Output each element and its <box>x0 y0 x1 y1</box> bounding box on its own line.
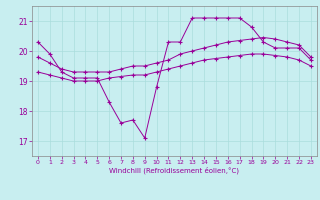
X-axis label: Windchill (Refroidissement éolien,°C): Windchill (Refroidissement éolien,°C) <box>109 167 239 174</box>
